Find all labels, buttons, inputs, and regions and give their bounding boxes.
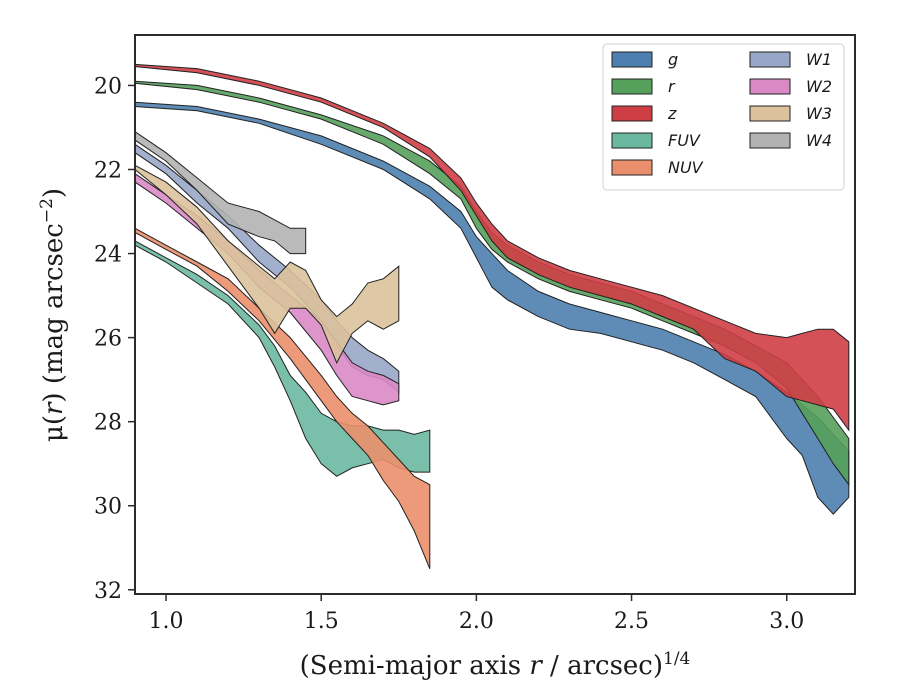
legend-swatch-w3 (749, 105, 791, 122)
y-tick-label: 28 (94, 411, 122, 436)
band-fuv (134, 240, 431, 477)
legend-label-w4: W4 (806, 131, 832, 150)
y-tick-label: 30 (94, 495, 122, 520)
legend-swatch-w2 (749, 78, 791, 95)
legend-label-w1: W1 (806, 50, 832, 69)
legend-swatch-fuv (611, 132, 653, 149)
legend-label-g: g (668, 50, 678, 69)
legend-label-z: z (667, 104, 677, 123)
legend-label-nuv: NUV (668, 158, 704, 177)
legend-swatch-z (611, 105, 653, 122)
band-w3 (134, 164, 400, 364)
legend-label-fuv: FUV (668, 131, 701, 150)
legend-swatch-g (611, 51, 653, 68)
x-axis-label: (Semi-major axis r / arcsec)1/4 (300, 649, 691, 681)
y-tick-label: 22 (94, 158, 122, 183)
legend-swatch-w4 (749, 132, 791, 149)
x-tick-label: 1.5 (304, 609, 339, 634)
bands-layer (134, 63, 850, 569)
legend-swatch-r (611, 78, 653, 95)
y-axis-label: μ(r) (mag arcsec−2) (37, 188, 69, 442)
y-tick-label: 20 (94, 74, 122, 99)
legend-label-r: r (668, 77, 676, 96)
band-w4 (134, 130, 307, 255)
legend-label-w3: W3 (806, 104, 832, 123)
x-tick-label: 1.0 (149, 609, 184, 634)
band-nuv (134, 227, 431, 569)
band-g (134, 101, 850, 515)
y-tick-label: 26 (94, 327, 122, 352)
y-tick-label: 24 (94, 243, 122, 268)
plot-frame (134, 34, 856, 595)
legend-label-w2: W2 (806, 77, 832, 96)
legend: grz FUV NUV W1 W2 W3 W4 (602, 43, 845, 191)
legend-swatch-nuv (611, 159, 653, 176)
axes-layer: 1.0 1.5 2.0 2.5 3.0 20 22 24 26 28 30 32 (94, 34, 856, 634)
y-tick-label: 32 (94, 579, 122, 604)
legend-swatch-w1 (749, 51, 791, 68)
x-tick-label: 3.0 (769, 609, 804, 634)
x-tick-label: 2.0 (459, 609, 494, 634)
band-z (134, 63, 850, 432)
x-tick-label: 2.5 (614, 609, 649, 634)
